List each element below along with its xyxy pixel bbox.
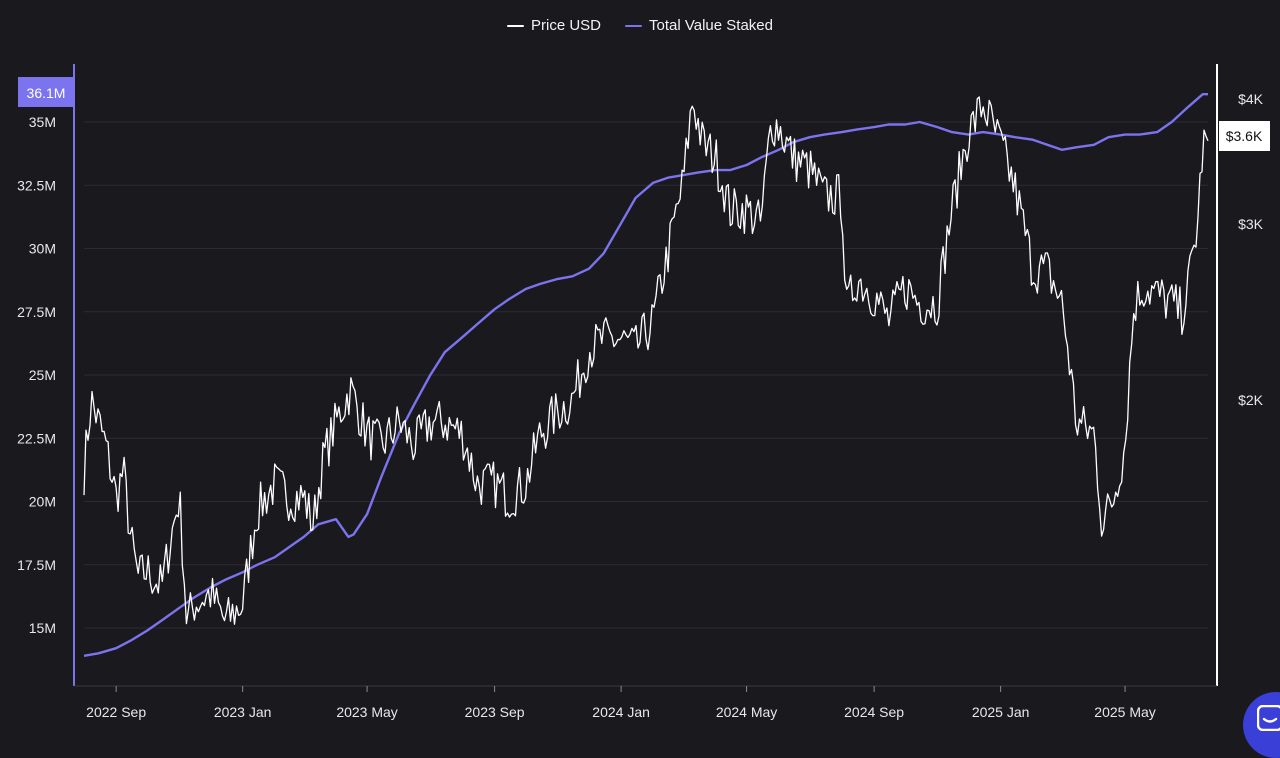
legend-swatch-price [507,24,524,27]
legend-item-price[interactable]: Price USD [507,17,601,34]
right-current-value-label: $3.6K [1226,128,1263,144]
right-tick-label: $3K [1238,216,1264,232]
x-tick-label: 2023 Jan [214,704,272,720]
right-tick-label: $2K [1238,392,1264,408]
legend-item-staked[interactable]: Total Value Staked [625,17,773,34]
left-tick-label: 22.5M [17,430,56,446]
legend-swatch-staked [625,24,643,27]
chart-legend: Price USD Total Value Staked [0,17,1280,34]
left-tick-label: 20M [29,494,56,510]
left-tick-label: 15M [29,620,56,636]
chart-canvas[interactable]: 15M 17.5M 20M 22.5M 25M 27.5M 30M 32.5M 35M $2K $3… [0,0,1280,736]
left-tick-label: 35M [29,114,56,130]
left-current-value-box [18,77,74,107]
legend-label-price: Price USD [531,17,602,34]
legend-label-staked: Total Value Staked [649,17,773,34]
left-tick-label: 17.5M [17,557,56,573]
x-tick-label: 2024 Sep [844,704,904,720]
x-tick-label: 2024 May [716,704,777,720]
right-tick-label: $4K [1238,91,1264,107]
left-tick-label: 30M [29,241,56,257]
series-line-staked [83,93,1208,657]
left-tick-label: 25M [29,367,56,383]
series-line-price [83,96,1209,625]
left-current-value-label: 36.1M [27,85,66,101]
right-current-value-box [1219,121,1270,151]
x-tick-label: 2025 Jan [972,704,1030,720]
chat-bubble-icon [1257,705,1280,731]
x-tick-label: 2022 Sep [86,704,146,720]
x-tick-label: 2023 May [336,704,397,720]
x-tick-label: 2025 May [1094,704,1155,720]
x-tick-label: 2023 Sep [465,704,525,720]
left-tick-label: 27.5M [17,304,56,320]
x-tick-label: 2024 Jan [592,704,650,720]
left-tick-label: 32.5M [17,177,56,193]
